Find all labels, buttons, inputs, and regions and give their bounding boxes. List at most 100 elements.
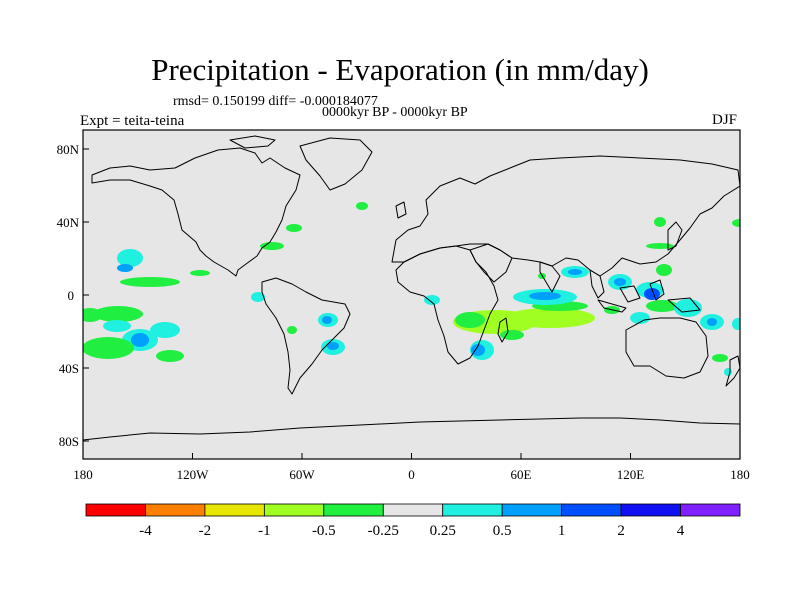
map-background xyxy=(83,130,740,459)
island-sulawesi-philippines xyxy=(649,279,665,301)
anomaly-patch xyxy=(529,292,561,300)
british-isles xyxy=(395,201,407,219)
colorbar xyxy=(85,503,741,517)
colorbar-swatch xyxy=(680,503,741,517)
anomaly-patch xyxy=(724,368,732,376)
colorbar-label: 0.5 xyxy=(493,523,512,539)
period-text: 0000kyr BP - 0000kyr BP xyxy=(322,105,468,120)
lat-label: 80N xyxy=(57,142,80,157)
colorbar-label: -2 xyxy=(199,523,212,539)
anomaly-patch xyxy=(286,224,302,232)
anomaly-patch xyxy=(707,318,717,326)
anomaly-patch xyxy=(614,278,626,286)
greenland xyxy=(299,137,373,191)
island-sumatra-java xyxy=(597,299,627,313)
colorbar-swatch xyxy=(620,503,681,517)
anomaly-patch xyxy=(131,333,149,347)
colorbar-swatch xyxy=(442,503,503,517)
colorbar-label: 4 xyxy=(677,523,685,539)
anomaly-patch xyxy=(117,264,133,272)
anomaly-patch xyxy=(500,330,524,340)
anomaly-patch xyxy=(103,320,131,332)
anomaly-patch xyxy=(732,219,740,227)
anomaly-patch xyxy=(322,316,332,324)
colorbar-swatch xyxy=(204,503,265,517)
anomaly-patch xyxy=(120,277,180,287)
anomaly-patch xyxy=(656,264,672,276)
lat-label: 0 xyxy=(68,288,75,303)
island-madagascar xyxy=(497,317,509,343)
india xyxy=(539,261,561,293)
island-new-zealand xyxy=(725,355,740,387)
colorbar-label: -1 xyxy=(258,523,271,539)
lon-label: 120W xyxy=(177,467,210,482)
anomaly-patch xyxy=(568,269,582,275)
lat-label: 40S xyxy=(59,361,79,376)
colorbar-label: -0.5 xyxy=(312,523,336,539)
stats-text: rmsd= 0.150199 diff= -0.000184077 xyxy=(173,94,378,109)
anomaly-patch xyxy=(83,337,134,359)
colorbar-swatch xyxy=(85,503,146,517)
anomaly-patch xyxy=(117,249,143,267)
lon-label: 0 xyxy=(408,467,415,482)
anomaly-patch xyxy=(356,202,368,210)
anomaly-patch xyxy=(646,243,674,249)
colorbar-swatch xyxy=(561,503,622,517)
colorbar-label: 2 xyxy=(617,523,625,539)
colorbar-label: 1 xyxy=(558,523,566,539)
continent-north-america xyxy=(91,147,301,277)
experiment-label: Expt = teita-teina xyxy=(80,113,185,129)
anomaly-patch xyxy=(654,217,666,227)
lon-tick-marks xyxy=(192,453,631,459)
colorbar-label: 0.25 xyxy=(430,523,456,539)
colorbar-swatch xyxy=(263,503,325,517)
island-new-guinea xyxy=(667,297,701,313)
anomaly-patch xyxy=(455,312,485,328)
colorbar-label: -0.25 xyxy=(368,523,399,539)
lon-label: 60W xyxy=(289,467,315,482)
anomaly-patch xyxy=(630,312,650,324)
colorbar-swatch xyxy=(145,503,206,517)
plot-title: Precipitation - Evaporation (in mm/day) xyxy=(151,52,649,87)
season-label: DJF xyxy=(712,112,738,128)
anomaly-patch xyxy=(646,300,678,312)
island-borneo xyxy=(619,285,641,303)
anomaly-patch xyxy=(505,308,595,328)
lon-label: 60E xyxy=(511,467,532,482)
anomaly-patch xyxy=(190,270,210,276)
colorbar-labels: -4 -2 -1 -0.5 -0.25 0.25 0.5 1 2 4 xyxy=(139,523,685,539)
coastlines xyxy=(83,135,740,441)
anomaly-patch xyxy=(732,318,740,330)
anomaly-patch xyxy=(93,306,143,322)
colorbar-swatch xyxy=(323,503,384,517)
lat-tick-marks xyxy=(83,148,89,442)
anomaly-patch xyxy=(712,354,728,362)
anomaly-patch xyxy=(424,295,440,305)
continent-south-america xyxy=(261,277,351,395)
arabia xyxy=(469,243,513,283)
anomaly-patch xyxy=(327,342,339,350)
anomaly-shading xyxy=(83,202,740,376)
colorbar-swatch xyxy=(501,503,563,517)
malay-peninsula xyxy=(589,269,605,299)
continent-africa xyxy=(395,245,499,365)
lon-label: 120E xyxy=(617,467,645,482)
island-japan xyxy=(667,221,683,251)
lat-label: 40N xyxy=(57,215,80,230)
colorbar-label: -4 xyxy=(139,523,152,539)
continent-australia xyxy=(625,317,709,379)
anomaly-patch xyxy=(156,350,184,362)
arctic-islands xyxy=(229,135,276,149)
anomaly-patch xyxy=(150,322,180,338)
lon-label: 180 xyxy=(73,467,93,482)
anomaly-patch xyxy=(471,344,485,356)
anomaly-patch xyxy=(287,326,297,334)
colorbar-swatch xyxy=(382,503,444,517)
continent-antarctica xyxy=(83,417,740,441)
anomaly-patch xyxy=(260,242,284,250)
lon-label: 180 xyxy=(730,467,750,482)
anomaly-patch xyxy=(251,292,265,302)
lat-label: 80S xyxy=(59,434,79,449)
anomaly-patch xyxy=(644,288,660,300)
